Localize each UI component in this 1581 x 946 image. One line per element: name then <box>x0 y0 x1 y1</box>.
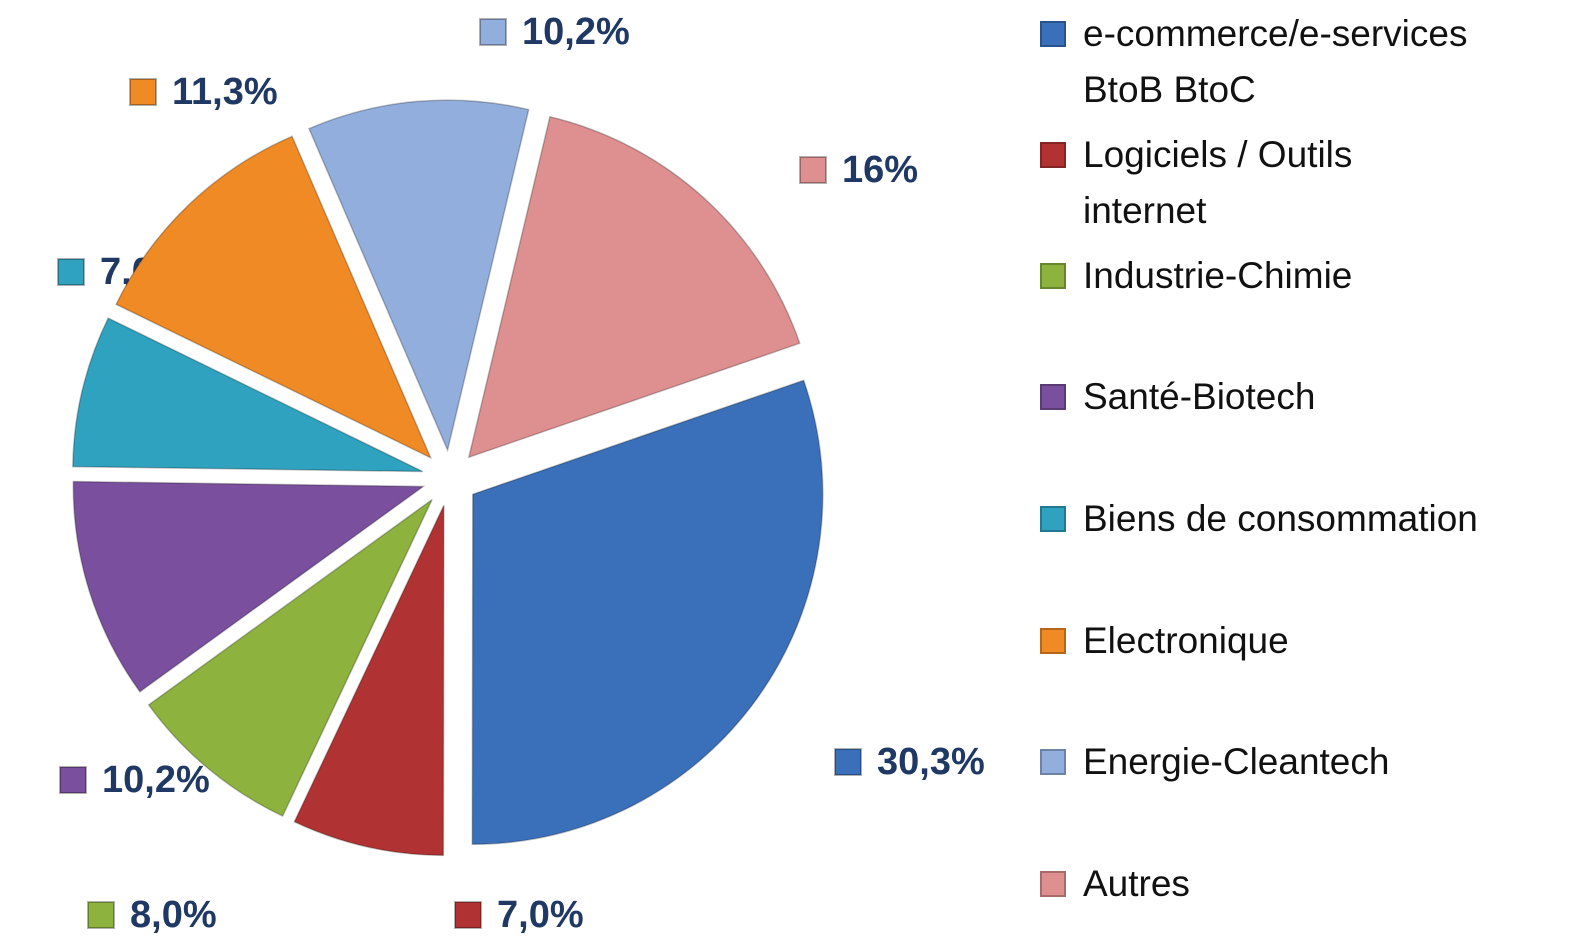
legend-item: Autres <box>1040 856 1570 912</box>
legend-swatch <box>1040 384 1066 410</box>
legend-item: Santé-Biotech <box>1040 369 1570 425</box>
legend-label: e-commerce/e-services BtoB BtoC <box>1083 13 1468 110</box>
pie-slice <box>308 99 530 453</box>
legend-swatch <box>1040 628 1066 654</box>
legend-label: Autres <box>1083 863 1190 904</box>
label-swatch <box>129 78 157 106</box>
label-swatch <box>834 748 862 776</box>
value-label: 11,3% <box>172 71 278 113</box>
label-swatch <box>454 901 482 929</box>
legend-label: Santé-Biotech <box>1083 376 1316 417</box>
legend-swatch <box>1040 749 1066 775</box>
pie-slice <box>467 115 801 459</box>
legend-label: Energie-Cleantech <box>1083 741 1390 782</box>
label-swatch <box>799 156 827 184</box>
pie-slice <box>72 480 426 693</box>
pie-slice <box>293 504 445 857</box>
legend-item: Industrie-Chimie <box>1040 248 1570 304</box>
pie-slice <box>115 135 433 460</box>
legend-item: e-commerce/e-services BtoB BtoC <box>1040 6 1570 118</box>
legend-swatch <box>1040 263 1066 289</box>
label-swatch <box>479 18 507 46</box>
value-label: 10,2% <box>522 11 630 53</box>
value-label: 10,2% <box>102 759 210 801</box>
pie-area: 30,3%7,0%8,0%10,2%7,0%11,3%10,2%16% <box>57 11 985 936</box>
legend-label: Biens de consommation <box>1083 498 1478 539</box>
legend-item: Electronique <box>1040 613 1570 669</box>
value-label: 16% <box>842 149 918 191</box>
legend-item: Logiciels / Outils internet <box>1040 127 1570 239</box>
pie-slice <box>471 379 824 846</box>
legend-swatch <box>1040 871 1066 897</box>
label-swatch <box>87 901 115 929</box>
value-label: 30,3% <box>877 741 985 783</box>
value-label: 7,0% <box>497 894 584 936</box>
legend-item: Energie-Cleantech <box>1040 734 1570 790</box>
legend-label: Electronique <box>1083 620 1289 661</box>
legend-swatch <box>1040 506 1066 532</box>
legend-swatch <box>1040 142 1066 168</box>
legend-label: Industrie-Chimie <box>1083 255 1353 296</box>
label-swatch <box>57 258 85 286</box>
legend-item: Biens de consommation <box>1040 491 1570 547</box>
label-swatch <box>59 766 87 794</box>
legend-label: Logiciels / Outils internet <box>1083 134 1353 231</box>
pie-slice <box>72 317 424 473</box>
pie-slice <box>147 498 433 818</box>
legend-swatch <box>1040 21 1066 47</box>
value-label: 8,0% <box>130 894 217 936</box>
